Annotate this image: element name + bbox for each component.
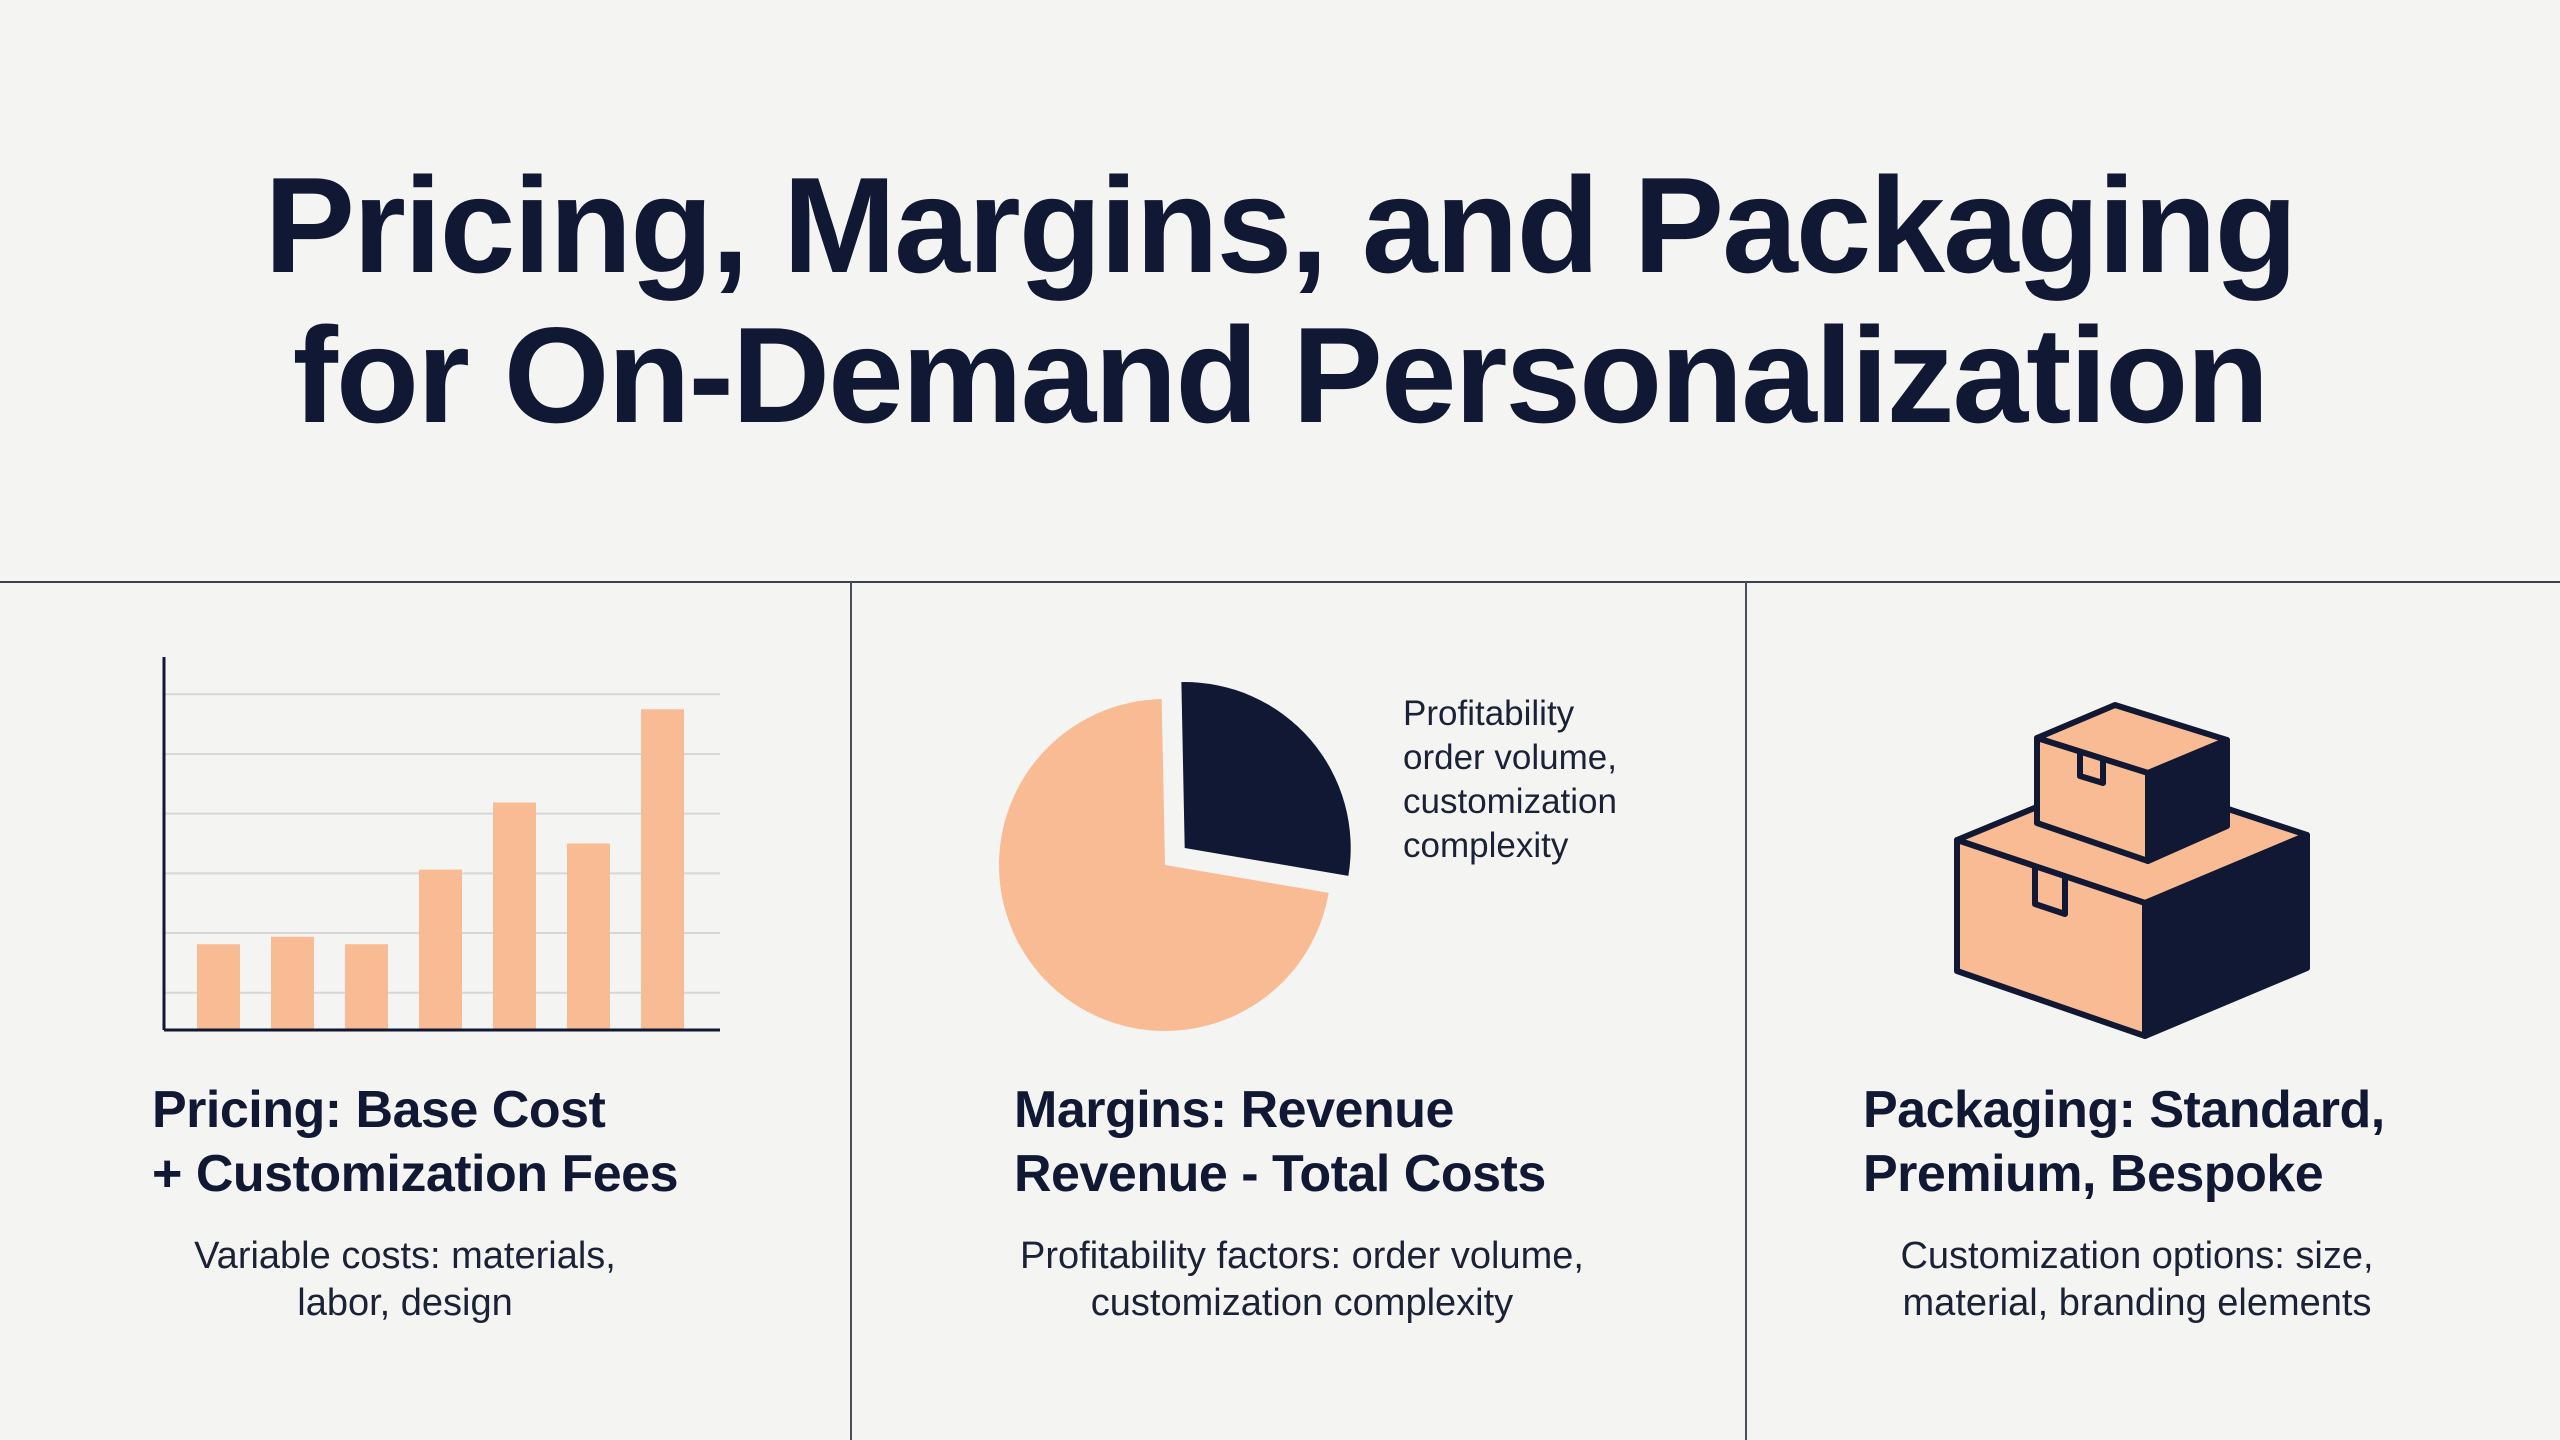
pricing-heading-line-1: Pricing: Base Cost xyxy=(152,1081,606,1139)
header-divider xyxy=(0,581,2560,583)
profitability-note-line-2: order volume, xyxy=(1403,738,1617,777)
bottom-box-tape xyxy=(2032,866,2068,917)
bottom-box-side-face xyxy=(2142,832,2310,1039)
pricing-description: Variable costs: materials, labor, design xyxy=(110,1233,700,1327)
bar-chart-bar xyxy=(641,709,684,1030)
top-box-tape xyxy=(2077,751,2106,786)
pricing-heading: Pricing: Base Cost + Customization Fees xyxy=(152,1078,679,1206)
pie-chart-icon xyxy=(999,682,1351,1031)
packaging-description-line-1: Customization options: size, xyxy=(1900,1235,2374,1277)
page-title-line-1: Pricing, Margins, and Packaging xyxy=(264,149,2297,301)
pricing-description-line-1: Variable costs: materials, xyxy=(194,1235,616,1277)
bar-chart-bar xyxy=(271,936,314,1030)
pricing-panel: Pricing: Base Cost + Customization Fees … xyxy=(0,583,850,1440)
pricing-heading-line-2: + Customization Fees xyxy=(152,1145,679,1203)
pricing-description-line-2: labor, design xyxy=(297,1282,513,1324)
page-title: Pricing, Margins, and Packaging for On-D… xyxy=(0,150,2560,450)
pie-chart-slice xyxy=(999,699,1329,1031)
packaging-description-line-2: material, branding elements xyxy=(1902,1282,2372,1324)
margins-description-line-2: customization complexity xyxy=(1090,1282,1514,1324)
bar-chart-bar xyxy=(197,944,240,1030)
bar-chart-bar xyxy=(345,944,388,1030)
margins-description-line-1: Profitability factors: order volume, xyxy=(1020,1235,1584,1277)
packaging-panel: Packaging: Standard, Premium, Bespoke Cu… xyxy=(1747,583,2560,1440)
bar-chart-bar xyxy=(567,843,610,1030)
page-title-line-2: for On-Demand Personalization xyxy=(292,299,2270,451)
column-divider-1 xyxy=(850,582,852,1440)
profitability-note: Profitability order volume, customizatio… xyxy=(1403,692,1617,868)
stacked-boxes-icon xyxy=(1954,702,2310,1039)
margins-panel: Profitability order volume, customizatio… xyxy=(852,583,1745,1440)
margins-heading: Margins: Revenue Revenue - Total Costs xyxy=(1014,1078,1546,1206)
bar-chart-bar xyxy=(419,869,462,1030)
bar-chart-bar xyxy=(493,802,536,1030)
profitability-note-line-4: complexity xyxy=(1403,826,1569,865)
packaging-heading-line-1: Packaging: Standard, xyxy=(1863,1081,2385,1139)
bar-chart-icon xyxy=(162,657,720,1032)
packaging-description: Customization options: size, material, b… xyxy=(1827,1233,2447,1327)
pie-chart-slices xyxy=(999,682,1351,1031)
packaging-heading-line-2: Premium, Bespoke xyxy=(1863,1145,2324,1203)
margins-heading-line-2: Revenue - Total Costs xyxy=(1014,1145,1546,1203)
margins-description: Profitability factors: order volume, cus… xyxy=(972,1233,1632,1327)
profitability-note-line-3: customization xyxy=(1403,782,1617,821)
margins-heading-line-1: Margins: Revenue xyxy=(1014,1081,1454,1139)
packaging-heading: Packaging: Standard, Premium, Bespoke xyxy=(1863,1078,2385,1206)
pie-chart-slice xyxy=(1181,682,1351,876)
column-divider-2 xyxy=(1745,582,1747,1440)
top-box-side-face xyxy=(2145,737,2230,864)
profitability-note-line-1: Profitability xyxy=(1403,694,1575,733)
bar-chart-bars xyxy=(197,709,684,1030)
